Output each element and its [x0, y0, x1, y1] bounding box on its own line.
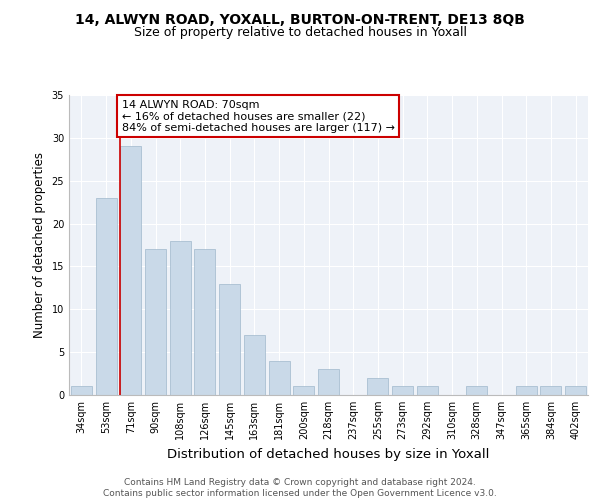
Bar	[466, 386, 487, 395]
Bar	[269, 360, 290, 395]
Y-axis label: Number of detached properties: Number of detached properties	[33, 152, 46, 338]
Bar	[219, 284, 240, 395]
Bar	[71, 386, 92, 395]
Text: 14, ALWYN ROAD, YOXALL, BURTON-ON-TRENT, DE13 8QB: 14, ALWYN ROAD, YOXALL, BURTON-ON-TRENT,…	[75, 12, 525, 26]
Text: Contains HM Land Registry data © Crown copyright and database right 2024.
Contai: Contains HM Land Registry data © Crown c…	[103, 478, 497, 498]
Bar	[244, 335, 265, 395]
Text: 14 ALWYN ROAD: 70sqm
← 16% of detached houses are smaller (22)
84% of semi-detac: 14 ALWYN ROAD: 70sqm ← 16% of detached h…	[122, 100, 395, 132]
Bar	[367, 378, 388, 395]
Text: Size of property relative to detached houses in Yoxall: Size of property relative to detached ho…	[133, 26, 467, 39]
X-axis label: Distribution of detached houses by size in Yoxall: Distribution of detached houses by size …	[167, 448, 490, 460]
Bar	[318, 370, 339, 395]
Bar	[120, 146, 141, 395]
Bar	[293, 386, 314, 395]
Bar	[170, 240, 191, 395]
Bar	[194, 250, 215, 395]
Bar	[516, 386, 537, 395]
Bar	[565, 386, 586, 395]
Bar	[145, 250, 166, 395]
Bar	[95, 198, 116, 395]
Bar	[541, 386, 562, 395]
Bar	[417, 386, 438, 395]
Bar	[392, 386, 413, 395]
